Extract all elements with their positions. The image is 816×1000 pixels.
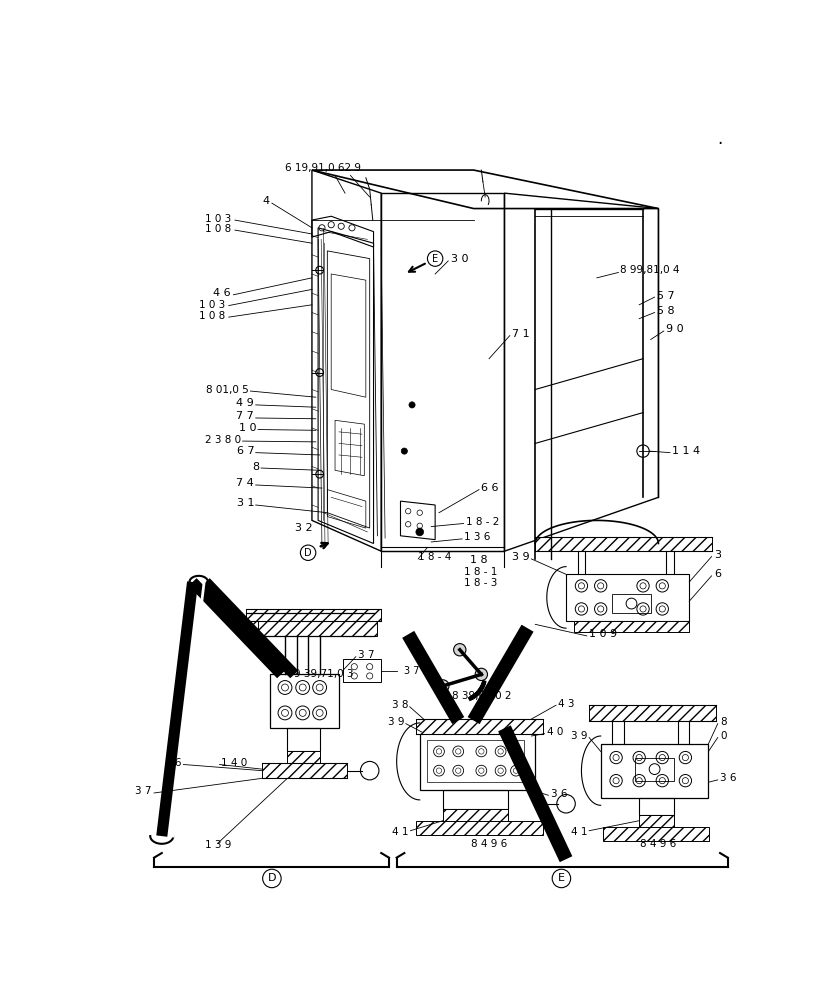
Text: E: E xyxy=(558,873,565,883)
Circle shape xyxy=(401,448,407,454)
Polygon shape xyxy=(574,620,690,632)
Circle shape xyxy=(409,402,415,408)
Polygon shape xyxy=(603,827,709,841)
Circle shape xyxy=(428,251,443,266)
Text: 1 8 - 4: 1 8 - 4 xyxy=(419,552,451,562)
Circle shape xyxy=(454,644,466,656)
Text: 8 4 9 6: 8 4 9 6 xyxy=(641,839,676,849)
Text: 5 8: 5 8 xyxy=(657,306,675,316)
Text: 3 1: 3 1 xyxy=(237,498,255,508)
Text: 4 3: 4 3 xyxy=(558,699,574,709)
Circle shape xyxy=(437,680,449,692)
Text: 8 39,61,0 2: 8 39,61,0 2 xyxy=(451,691,511,701)
Text: 0: 0 xyxy=(720,731,726,741)
Text: 1 8: 1 8 xyxy=(470,555,487,565)
Text: 4 1: 4 1 xyxy=(571,827,588,837)
Text: 1 4 0: 1 4 0 xyxy=(221,758,247,768)
Text: 1 0 9: 1 0 9 xyxy=(589,629,617,639)
Circle shape xyxy=(416,528,424,536)
Text: 6: 6 xyxy=(714,569,721,579)
Text: 4 9: 4 9 xyxy=(237,398,255,408)
Text: E: E xyxy=(432,254,438,264)
Text: 3 7: 3 7 xyxy=(405,666,420,676)
Text: 1 8 - 2: 1 8 - 2 xyxy=(466,517,499,527)
Text: 3 2: 3 2 xyxy=(295,523,313,533)
Circle shape xyxy=(475,668,487,681)
Text: 7 7: 7 7 xyxy=(237,411,255,421)
Text: 3 6: 3 6 xyxy=(720,773,737,783)
Circle shape xyxy=(263,869,282,888)
Text: 6 6: 6 6 xyxy=(481,483,499,493)
Polygon shape xyxy=(535,537,712,551)
Text: 4: 4 xyxy=(263,196,269,206)
Text: 1 3 6: 1 3 6 xyxy=(464,532,490,542)
Text: 3 0: 3 0 xyxy=(450,254,468,264)
Text: 3: 3 xyxy=(714,550,721,560)
Text: D: D xyxy=(268,873,276,883)
Polygon shape xyxy=(258,617,377,636)
Text: 5 7: 5 7 xyxy=(657,291,675,301)
Text: 1 0 8: 1 0 8 xyxy=(199,311,226,321)
Text: 3 6: 3 6 xyxy=(551,789,567,799)
Text: D: D xyxy=(304,548,312,558)
Text: 3 9: 3 9 xyxy=(571,731,588,741)
Polygon shape xyxy=(262,763,347,778)
Text: 4 0: 4 0 xyxy=(547,727,563,737)
Polygon shape xyxy=(589,705,716,721)
Polygon shape xyxy=(443,809,508,821)
Text: 6 19,91,0 62 9: 6 19,91,0 62 9 xyxy=(286,163,361,173)
Polygon shape xyxy=(416,821,543,835)
Text: 1 8 - 3: 1 8 - 3 xyxy=(464,578,498,588)
Text: 3 9: 3 9 xyxy=(512,552,530,562)
Text: 8: 8 xyxy=(252,462,259,472)
Text: 1 3 9: 1 3 9 xyxy=(205,840,231,850)
Polygon shape xyxy=(246,613,374,636)
Text: .: . xyxy=(717,130,723,148)
Text: 7 4: 7 4 xyxy=(237,478,255,488)
Polygon shape xyxy=(287,751,320,763)
Text: 1 0 3: 1 0 3 xyxy=(199,300,226,310)
Text: 6 7: 6 7 xyxy=(237,446,255,456)
Text: 8 4 9 6: 8 4 9 6 xyxy=(471,839,508,849)
Circle shape xyxy=(552,869,570,888)
Text: 1 0 8: 1 0 8 xyxy=(205,224,231,234)
Text: 1 8 - 1: 1 8 - 1 xyxy=(464,567,498,577)
Text: 3 7: 3 7 xyxy=(135,786,152,796)
Text: 9 0: 9 0 xyxy=(666,324,684,334)
Text: 3 7: 3 7 xyxy=(358,650,375,660)
Text: 8: 8 xyxy=(720,717,727,727)
Text: 8 01,0 5: 8 01,0 5 xyxy=(206,384,249,394)
Text: 9 39,71,0 3: 9 39,71,0 3 xyxy=(294,669,353,679)
Text: 2 3 8 0: 2 3 8 0 xyxy=(205,435,241,445)
Text: 3 9: 3 9 xyxy=(388,717,405,727)
Text: 4 6: 4 6 xyxy=(214,288,231,298)
Text: 1 0 3: 1 0 3 xyxy=(205,214,231,224)
Polygon shape xyxy=(246,609,381,620)
Text: 7 6: 7 6 xyxy=(165,758,181,768)
Text: 1 1 4: 1 1 4 xyxy=(672,446,700,456)
Text: 7 1: 7 1 xyxy=(512,329,530,339)
Polygon shape xyxy=(639,815,674,827)
Text: 1 0: 1 0 xyxy=(239,423,256,433)
Text: 8 99,81,0 4: 8 99,81,0 4 xyxy=(620,265,680,275)
Polygon shape xyxy=(416,719,543,734)
Text: 3 8: 3 8 xyxy=(392,700,408,710)
Text: 4 1: 4 1 xyxy=(392,827,409,837)
Circle shape xyxy=(300,545,316,560)
